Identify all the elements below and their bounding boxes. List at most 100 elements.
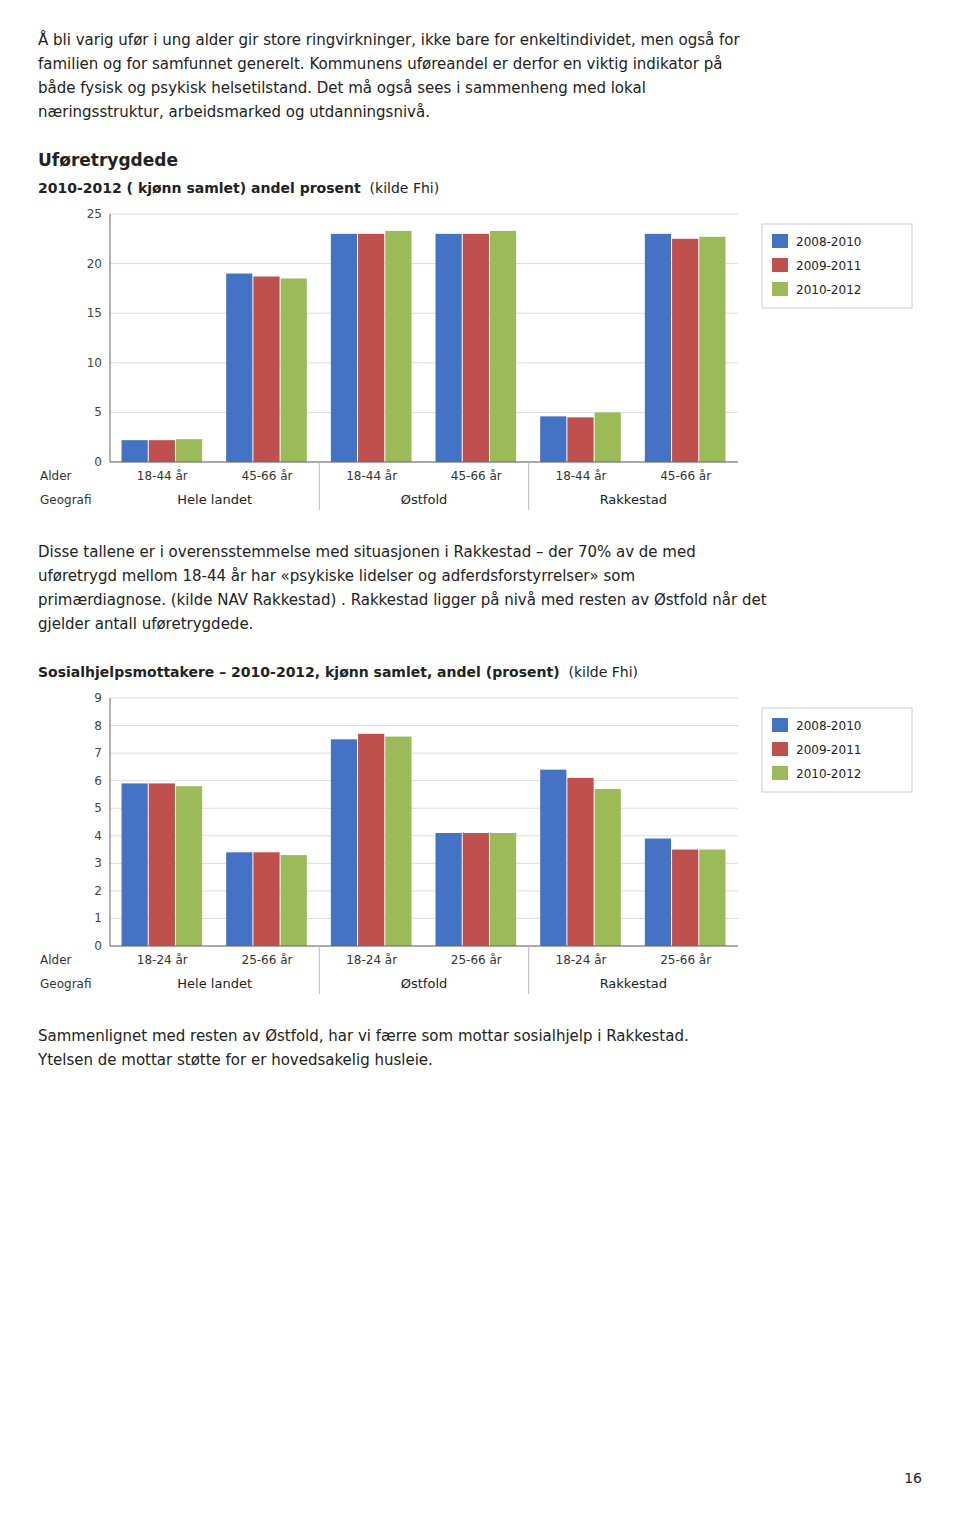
bar xyxy=(358,234,384,462)
middle-text-block: Disse tallene er i overensstemmelse med … xyxy=(38,540,922,636)
y-axis xyxy=(110,698,111,946)
group-separator xyxy=(528,946,529,994)
bar-chart: 012345678918-24 år25-66 år18-24 år25-66 … xyxy=(38,684,922,1014)
y-tick-label: 1 xyxy=(94,911,102,925)
grid-line xyxy=(110,835,738,836)
bar xyxy=(281,278,307,462)
group-separator xyxy=(528,462,529,510)
chart-subtitle: (kilde Fhi) xyxy=(361,180,439,196)
legend-label: 2010-2012 xyxy=(796,767,861,781)
group-label: Rakkestad xyxy=(600,492,667,507)
group-label: Hele landet xyxy=(177,976,252,991)
legend-swatch xyxy=(772,742,788,756)
x-tick-label: 18-44 år xyxy=(137,469,188,483)
legend: 2008-2010 2009-2011 2010-2012 xyxy=(762,708,912,792)
middle-text-line: uføretrygd mellom 18-44 år har «psykiske… xyxy=(38,564,922,588)
grid-line xyxy=(110,362,738,363)
x-tick-label: 25-66 år xyxy=(660,953,711,967)
bars xyxy=(122,231,726,462)
middle-text-line: Disse tallene er i overensstemmelse med … xyxy=(38,540,922,564)
grid xyxy=(110,214,738,462)
x-tick-label: 18-24 år xyxy=(346,953,397,967)
bar xyxy=(253,852,279,946)
bar xyxy=(176,439,202,462)
y-tick-label: 3 xyxy=(94,856,102,870)
bar xyxy=(385,231,411,462)
bar xyxy=(226,852,252,946)
middle-text-line: primærdiagnose. (kilde NAV Rakkestad) . … xyxy=(38,588,922,612)
grid xyxy=(110,698,738,946)
grid-line xyxy=(110,753,738,754)
x-tick-label: 18-44 år xyxy=(346,469,397,483)
x-tick-label: 18-24 år xyxy=(556,953,607,967)
chart-title-row: 2010-2012 ( kjønn samlet) andel prosent … xyxy=(38,180,922,196)
bar xyxy=(281,855,307,946)
legend-label: 2008-2010 xyxy=(796,719,861,733)
bar xyxy=(490,833,516,946)
grid-line xyxy=(110,313,738,314)
bar xyxy=(122,783,148,946)
intro-line: næringsstruktur, arbeidsmarked og utdann… xyxy=(38,100,922,124)
footer-block: Sammenlignet med resten av Østfold, har … xyxy=(38,1024,922,1072)
bar xyxy=(331,739,357,946)
y-tick-label: 0 xyxy=(94,455,102,469)
legend: 2008-20102009-20112010-2012 xyxy=(762,224,912,308)
y-tick-label: 5 xyxy=(94,405,102,419)
page-number: 16 xyxy=(904,1470,922,1486)
y-tick-label: 9 xyxy=(94,691,102,705)
bar-chart: 051015202518-44 år45-66 år18-44 år45-66 … xyxy=(38,200,922,530)
bar xyxy=(122,440,148,462)
footer-line: Sammenlignet med resten av Østfold, har … xyxy=(38,1024,922,1048)
y-tick-label: 8 xyxy=(94,719,102,733)
bar xyxy=(672,239,698,462)
group-label: Hele landet xyxy=(177,492,252,507)
bar xyxy=(567,778,593,946)
intro-block: Å bli varig ufør i ung alder gir store r… xyxy=(38,28,922,124)
grid-line xyxy=(110,725,738,726)
group-axis-label: Geografi xyxy=(40,493,92,507)
bar xyxy=(331,234,357,462)
y-tick-label: 25 xyxy=(87,207,102,221)
chart-title-row: Sosialhjelpsmottakere – 2010-2012, kjønn… xyxy=(38,664,922,680)
grid-line xyxy=(110,263,738,264)
x-axis xyxy=(110,462,738,463)
bar xyxy=(253,276,279,462)
bar xyxy=(149,440,175,462)
x-tick-label: 45-66 år xyxy=(451,469,502,483)
middle-text-line: gjelder antall uføretrygdede. xyxy=(38,612,922,636)
legend-swatch xyxy=(772,766,788,780)
bar xyxy=(540,770,566,946)
legend-swatch xyxy=(772,282,788,296)
bar xyxy=(699,237,725,462)
bar xyxy=(595,412,621,462)
y-tick-label: 5 xyxy=(94,801,102,815)
chart-subtitle: (kilde Fhi) xyxy=(560,664,638,680)
grid-line xyxy=(110,214,738,215)
x-tick-label: 25-66 år xyxy=(242,953,293,967)
legend-label: 2009-2011 xyxy=(796,743,861,757)
legend-swatch xyxy=(772,234,788,248)
grid-line xyxy=(110,462,738,463)
bar xyxy=(385,737,411,946)
grid-line xyxy=(110,412,738,413)
bar xyxy=(567,417,593,462)
bar xyxy=(436,833,462,946)
grid-line xyxy=(110,780,738,781)
x-tick-label: 25-66 år xyxy=(451,953,502,967)
group-axis-label: Geografi xyxy=(40,977,92,991)
y-tick-label: 7 xyxy=(94,746,102,760)
group-separator xyxy=(319,946,320,994)
x-axis-label: Alder xyxy=(40,469,72,483)
x-axis-label: Alder xyxy=(40,953,72,967)
bar xyxy=(358,734,384,946)
bar xyxy=(463,234,489,462)
y-tick-label: 10 xyxy=(87,356,102,370)
bar xyxy=(436,234,462,462)
bar xyxy=(176,786,202,946)
grid-line xyxy=(110,808,738,809)
grid-line xyxy=(110,946,738,947)
bar xyxy=(149,783,175,946)
bar xyxy=(463,833,489,946)
grid-line xyxy=(110,890,738,891)
legend-box xyxy=(762,708,912,792)
